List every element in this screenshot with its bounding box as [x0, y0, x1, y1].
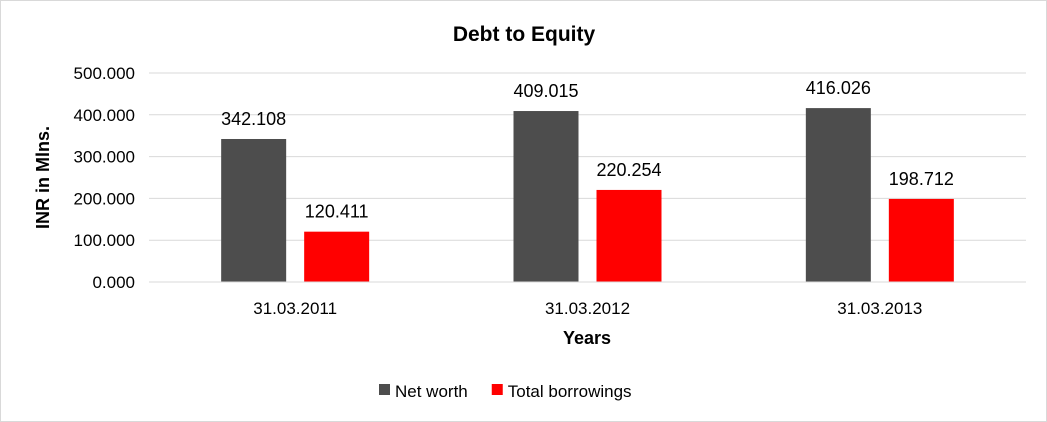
bars	[221, 108, 954, 282]
x-tick-label: 31.03.2011	[253, 299, 337, 318]
bar-total-borrowings	[596, 189, 662, 282]
legend-swatch	[379, 384, 390, 395]
y-tick-label: 200.000	[74, 189, 135, 208]
legend: Net worth Total borrowings	[379, 382, 632, 401]
x-axis-ticks: 31.03.2011 31.03.2012 31.03.2013	[253, 299, 922, 318]
y-tick-label: 500.000	[74, 64, 135, 83]
data-label: 120.411	[305, 202, 369, 222]
data-label: 342.108	[221, 109, 286, 129]
legend-label: Total borrowings	[508, 382, 632, 401]
x-axis-title: Years	[563, 328, 611, 348]
x-tick-label: 31.03.2013	[837, 299, 922, 318]
bar-total-borrowings	[888, 198, 954, 282]
legend-swatch	[491, 384, 503, 395]
chart-title: Debt to Equity	[453, 23, 596, 46]
bar-net-worth	[805, 108, 871, 282]
data-label: 416.026	[806, 78, 871, 98]
y-axis-title: INR in Mlns.	[33, 126, 53, 229]
y-tick-label: 100.000	[74, 231, 135, 250]
bar-net-worth	[221, 138, 287, 282]
legend-label: Net worth	[395, 382, 468, 401]
x-tick-label: 31.03.2012	[545, 299, 630, 318]
bar-net-worth	[513, 111, 579, 282]
gridlines	[149, 72, 1026, 241]
y-tick-label: 0.000	[92, 273, 135, 292]
bar-total-borrowings	[304, 231, 370, 282]
data-label: 409.015	[513, 81, 578, 101]
data-labels: 342.108 120.411 409.015 220.254 416.026 198.7…	[221, 78, 954, 222]
y-tick-label: 300.000	[74, 148, 135, 167]
y-tick-label: 400.000	[74, 106, 135, 125]
data-label: 198.712	[889, 169, 954, 189]
data-label: 220.254	[596, 160, 661, 180]
y-axis-ticks: 0.000 100.000 200.000 300.000 400.000 500.000	[74, 64, 135, 292]
